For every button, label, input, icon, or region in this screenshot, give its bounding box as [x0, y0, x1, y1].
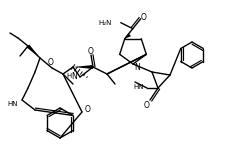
- Polygon shape: [27, 45, 40, 58]
- Text: H₂N: H₂N: [98, 20, 112, 26]
- Text: H: H: [67, 73, 72, 79]
- Text: O: O: [85, 105, 91, 115]
- Text: O: O: [48, 57, 54, 67]
- Text: HN: HN: [134, 84, 144, 90]
- Polygon shape: [73, 65, 93, 69]
- Text: N: N: [134, 63, 140, 71]
- Text: HN: HN: [8, 101, 18, 107]
- Text: O: O: [141, 13, 147, 22]
- Text: O: O: [144, 101, 150, 109]
- Text: O: O: [88, 47, 94, 55]
- Text: N: N: [71, 71, 77, 81]
- Polygon shape: [125, 33, 131, 39]
